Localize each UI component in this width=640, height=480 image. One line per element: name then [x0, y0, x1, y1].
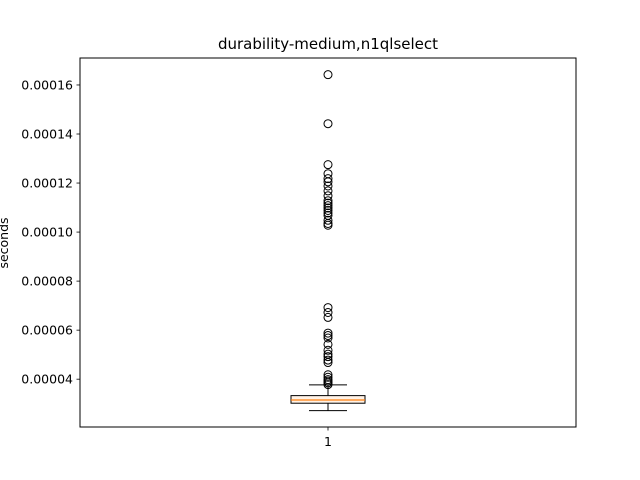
outlier-point [323, 181, 333, 191]
box-element [290, 384, 366, 412]
outlier-point [323, 307, 333, 317]
outlier-point [323, 177, 333, 187]
outlier-point [323, 303, 333, 313]
outlier-point [323, 352, 333, 362]
outlier-point [323, 220, 333, 230]
outlier-point [323, 328, 333, 338]
y-tick-label: 0.00004 [21, 372, 73, 387]
x-tick-label: 1 [324, 434, 332, 449]
outlier-point [323, 191, 333, 201]
outlier-point [323, 196, 333, 206]
outlier-point [323, 203, 333, 213]
y-tick-label: 0.00012 [21, 176, 73, 191]
outlier-points [323, 70, 333, 390]
y-axis-label: seconds [0, 217, 11, 268]
outlier-point [323, 215, 333, 225]
outlier-point [323, 208, 333, 218]
y-tick-label: 0.00006 [21, 323, 73, 338]
outlier-point [323, 355, 333, 365]
outlier-point [323, 345, 333, 355]
outlier-point [323, 333, 333, 343]
y-tick-label: 0.00010 [21, 225, 73, 240]
outlier-point [323, 198, 333, 208]
outlier-point [323, 372, 333, 382]
y-tick-label: 0.00008 [21, 274, 73, 289]
outlier-point [323, 339, 333, 349]
outlier-point [323, 201, 333, 211]
chart-title: durability-medium,n1qlselect [218, 35, 438, 53]
outlier-point [323, 358, 333, 368]
outlier-point [323, 174, 333, 184]
outlier-point [323, 312, 333, 322]
outlier-point [323, 160, 333, 170]
outlier-point [323, 119, 333, 129]
y-axis-ticks: 0.00004 0.00006 0.00008 0.00010 0.00012 0.000… [21, 77, 80, 387]
y-tick-label: 0.00016 [21, 77, 73, 92]
iqr-box [290, 395, 366, 404]
outlier-point [323, 331, 333, 341]
x-axis-ticks: 1 [324, 427, 332, 449]
plot-frame [79, 57, 577, 428]
y-tick-label: 0.00014 [21, 127, 73, 142]
outlier-point [323, 380, 333, 390]
outlier-point [323, 70, 333, 80]
outlier-point [323, 206, 333, 216]
outlier-point [323, 186, 333, 196]
